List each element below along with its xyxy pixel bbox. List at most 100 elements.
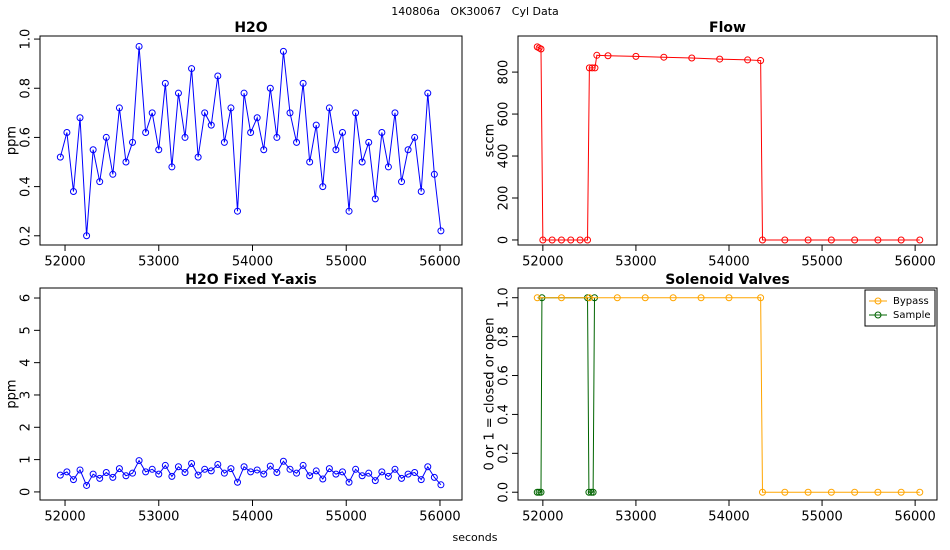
x-tick-label: 54000: [232, 255, 273, 270]
data-point: [56, 153, 64, 161]
y-tick-label: 1.0: [497, 287, 512, 308]
y-axis-label: ppm: [5, 379, 20, 408]
data-point: [312, 121, 320, 129]
data-point: [325, 465, 333, 473]
data-point: [174, 463, 182, 471]
data-point: [371, 195, 379, 203]
data-point: [345, 207, 353, 215]
data-point: [332, 146, 340, 154]
data-point: [758, 488, 766, 496]
data-point: [240, 89, 248, 97]
x-tick-label: 55000: [801, 510, 842, 525]
data-point: [365, 469, 373, 477]
data-point: [56, 471, 64, 479]
data-point: [851, 488, 859, 496]
data-point: [273, 133, 281, 141]
x-tick-label: 52000: [44, 510, 85, 525]
data-point: [96, 178, 104, 186]
plot-frame: [517, 35, 938, 246]
data-point: [851, 236, 859, 244]
data-point: [227, 104, 235, 112]
legend-marker: [874, 297, 882, 305]
data-point: [253, 114, 261, 122]
data-point: [168, 163, 176, 171]
data-point: [181, 469, 189, 477]
data-point: [76, 114, 84, 122]
y-tick-label: 4: [19, 359, 34, 367]
data-point: [533, 488, 541, 496]
data-point: [697, 294, 705, 302]
data-point: [404, 146, 412, 154]
y-tick-label: 0.8: [19, 78, 34, 99]
x-axis-label: seconds: [453, 531, 498, 544]
data-point: [174, 89, 182, 97]
x-tick-label: 53000: [138, 255, 179, 270]
chart-title: Flow: [709, 20, 746, 36]
data-point: [266, 84, 274, 92]
data-point: [181, 133, 189, 141]
data-point: [240, 463, 248, 471]
y-tick-label: 0: [497, 236, 512, 244]
data-point: [214, 72, 222, 80]
data-point: [332, 470, 340, 478]
y-tick-label: 0.4: [497, 404, 512, 425]
data-point: [155, 470, 163, 478]
data-point: [804, 488, 812, 496]
data-point: [781, 488, 789, 496]
y-tick-label: 0.2: [19, 225, 34, 246]
y-tick-label: 0.2: [497, 443, 512, 464]
y-tick-label: 0.0: [497, 482, 512, 503]
data-point: [584, 236, 592, 244]
data-point: [338, 468, 346, 476]
data-point: [632, 52, 640, 60]
x-tick-label: 56000: [894, 510, 935, 525]
data-point: [391, 465, 399, 473]
data-point: [96, 474, 104, 482]
x-tick-label: 55000: [801, 255, 842, 270]
x-tick-label: 54000: [708, 510, 749, 525]
data-point: [83, 232, 91, 240]
data-point: [201, 465, 209, 473]
data-point: [69, 476, 77, 484]
data-point: [122, 472, 130, 480]
data-point: [916, 488, 924, 496]
data-point: [220, 138, 228, 146]
data-point: [725, 294, 733, 302]
data-point: [168, 472, 176, 480]
data-point: [404, 470, 412, 478]
data-point: [109, 473, 117, 481]
data-point: [338, 129, 346, 137]
chart-title: H2O Fixed Y-axis: [185, 272, 317, 288]
data-point: [319, 475, 327, 483]
data-point: [188, 459, 196, 467]
data-point: [537, 488, 545, 496]
data-point: [585, 488, 593, 496]
data-point: [207, 467, 215, 475]
data-point: [129, 138, 137, 146]
data-point: [365, 138, 373, 146]
data-line: [59, 46, 442, 236]
legend-label: Sample: [893, 310, 931, 321]
data-point: [411, 469, 419, 477]
data-point: [437, 481, 445, 489]
y-tick-label: 6: [19, 294, 34, 302]
data-point: [286, 109, 294, 117]
data-point: [593, 51, 601, 59]
data-point: [585, 294, 593, 302]
data-point: [234, 207, 242, 215]
y-tick-label: 0.8: [497, 326, 512, 347]
chart-title: H2O: [234, 20, 267, 36]
data-point: [89, 470, 97, 478]
data-point: [424, 89, 432, 97]
x-tick-label: 52000: [44, 255, 85, 270]
data-point: [306, 158, 314, 166]
y-tick-label: 5: [19, 326, 34, 334]
data-point: [76, 466, 84, 474]
data-point: [567, 236, 575, 244]
data-point: [688, 54, 696, 62]
data-point: [247, 468, 255, 476]
data-point: [148, 465, 156, 473]
data-point: [757, 57, 765, 65]
data-point: [220, 469, 228, 477]
data-point: [716, 55, 724, 63]
